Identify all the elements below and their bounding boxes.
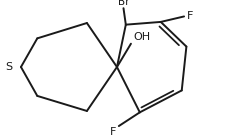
Text: S: S <box>6 62 13 72</box>
Text: OH: OH <box>133 32 150 42</box>
Text: Br: Br <box>118 0 129 7</box>
Text: F: F <box>110 127 116 137</box>
Text: F: F <box>186 12 193 21</box>
